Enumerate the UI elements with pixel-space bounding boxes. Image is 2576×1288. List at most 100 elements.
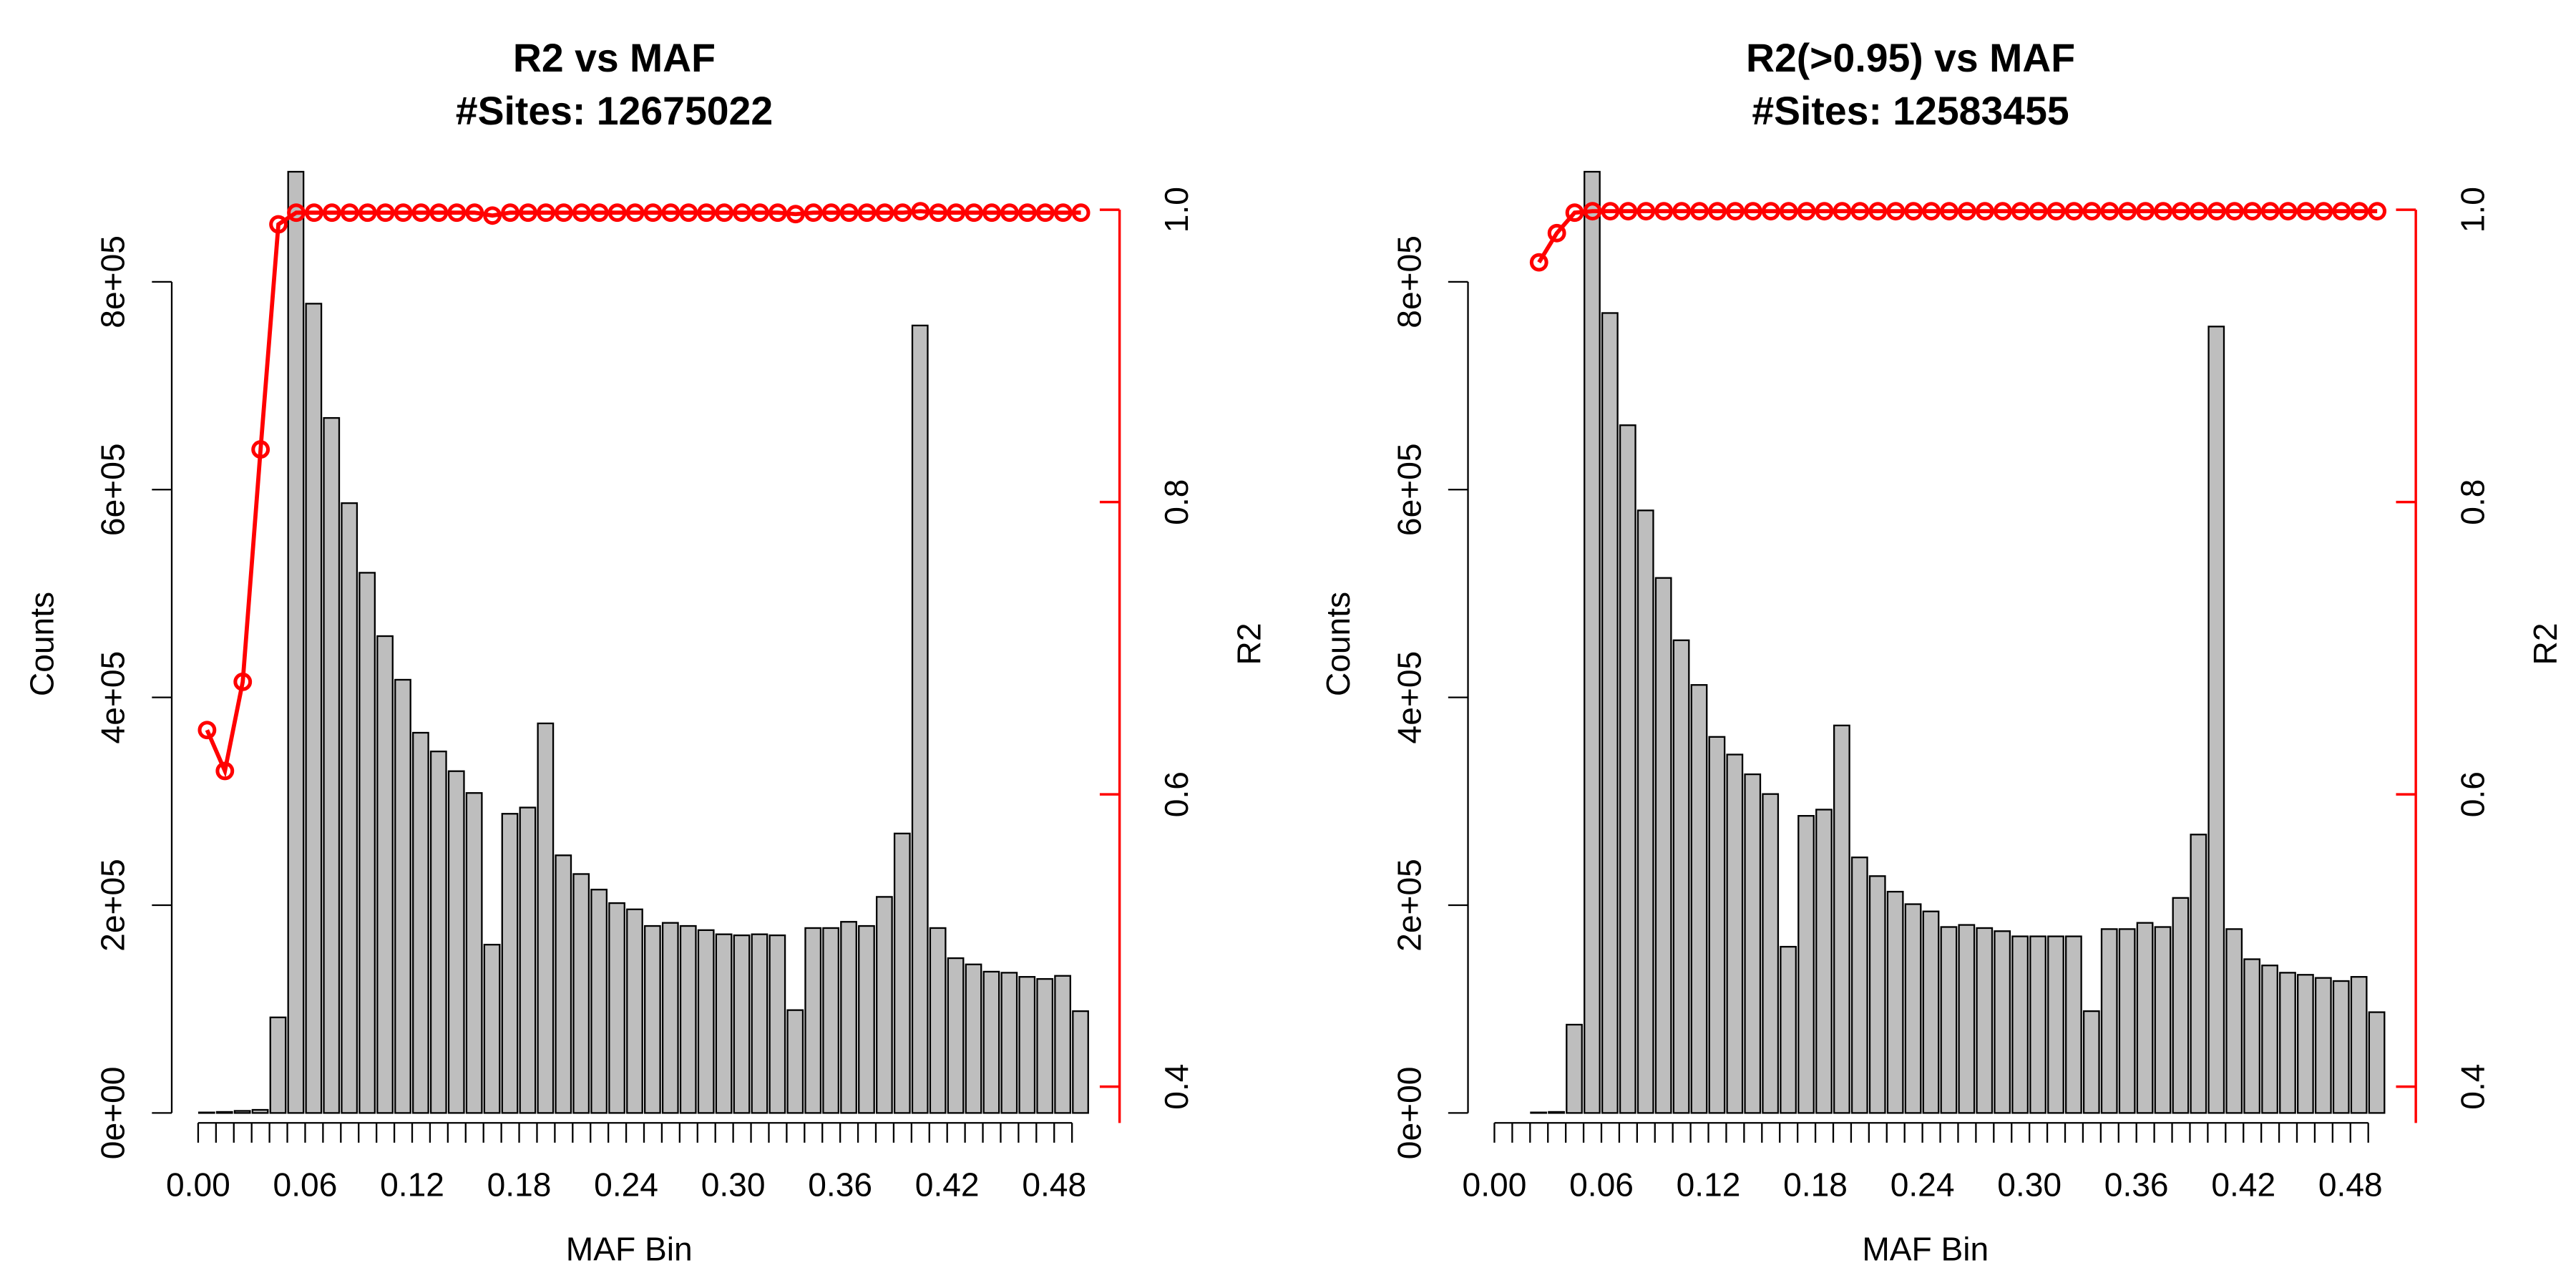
bar	[251, 1108, 269, 1114]
point	[661, 203, 680, 223]
bar	[1619, 424, 1636, 1114]
y2-tick-label: 0.4	[1158, 1064, 1195, 1110]
bar	[876, 896, 893, 1114]
point	[875, 203, 894, 223]
x-tick-label: 0.48	[1022, 1166, 1086, 1203]
bar	[2350, 976, 2368, 1114]
point	[2118, 202, 2137, 221]
bar	[429, 750, 447, 1114]
point	[2136, 202, 2155, 221]
bar	[929, 927, 947, 1114]
y-tick-label: 4e+05	[94, 651, 132, 744]
x-tick-label: 0.00	[166, 1166, 230, 1203]
x-tick-label: 0.18	[1783, 1166, 1848, 1203]
y2-tick-label: 0.6	[2454, 771, 2491, 817]
point	[1018, 203, 1037, 223]
y-tick-label: 0e+00	[94, 1067, 132, 1160]
point	[804, 203, 823, 223]
bar	[786, 1009, 804, 1114]
bar	[2154, 926, 2172, 1114]
y-axis-label: Counts	[23, 592, 60, 696]
y-axis-label: Counts	[1319, 592, 1357, 696]
bar	[1815, 809, 1833, 1114]
point	[2207, 202, 2226, 221]
bar	[2225, 928, 2243, 1114]
point	[376, 203, 395, 223]
bar	[215, 1111, 233, 1114]
bar	[590, 889, 608, 1114]
point	[1601, 202, 1620, 221]
point	[197, 721, 217, 740]
bar	[1018, 976, 1036, 1114]
point	[1868, 202, 1888, 221]
point	[1035, 203, 1055, 223]
bar	[822, 927, 840, 1114]
point	[715, 203, 734, 223]
chart-title: R2(>0.95) vs MAF	[1746, 36, 2075, 80]
bar	[947, 957, 965, 1114]
bar	[2029, 935, 2046, 1114]
bar	[1958, 924, 1976, 1114]
point	[1833, 202, 1852, 221]
point	[1636, 202, 1656, 221]
point	[1619, 202, 1638, 221]
point	[1761, 202, 1780, 221]
point	[572, 203, 591, 223]
x-tick-label: 0.36	[808, 1166, 872, 1203]
bar	[2314, 977, 2332, 1114]
bar	[269, 1016, 287, 1114]
bar	[2136, 922, 2154, 1114]
bar	[1584, 170, 1601, 1114]
bar	[2243, 958, 2260, 1114]
y2-tick-label: 1.0	[1158, 187, 1195, 233]
point	[2154, 202, 2172, 221]
bar	[2190, 834, 2207, 1114]
point	[839, 203, 859, 223]
point	[394, 203, 413, 223]
point	[1904, 202, 1923, 221]
point	[2100, 202, 2119, 221]
point	[340, 203, 359, 223]
y-tick-label: 4e+05	[1390, 651, 1428, 744]
bar	[893, 832, 911, 1114]
bar	[679, 924, 697, 1114]
bar	[2368, 1011, 2386, 1114]
bar	[1797, 814, 1815, 1114]
bar	[733, 934, 751, 1114]
bar	[2279, 972, 2296, 1114]
point	[1886, 202, 1906, 221]
chart-title: R2 vs MAF	[513, 36, 716, 80]
point	[1726, 202, 1745, 221]
point	[2011, 202, 2030, 221]
point	[2260, 202, 2280, 221]
y2-tick-label: 0.8	[1158, 479, 1195, 525]
point	[1000, 203, 1019, 223]
point	[625, 203, 645, 223]
point	[769, 203, 787, 223]
y2-axis-label: R2	[1230, 623, 1267, 665]
bar	[2082, 1010, 2100, 1114]
x-tick-label: 0.42	[2211, 1166, 2275, 1203]
point	[2296, 202, 2316, 221]
bar	[911, 324, 929, 1114]
bar	[2261, 965, 2278, 1114]
point	[1708, 202, 1727, 221]
bar	[572, 873, 590, 1114]
point	[519, 203, 537, 223]
bar	[1976, 927, 1994, 1114]
point	[233, 672, 253, 691]
bar	[1762, 793, 1780, 1114]
bar	[2297, 974, 2314, 1114]
point	[1672, 202, 1692, 221]
bar	[1868, 875, 1886, 1114]
bar	[769, 934, 786, 1114]
bar	[2011, 935, 2029, 1114]
x-tick-label: 0.18	[487, 1166, 552, 1203]
bar	[1690, 684, 1708, 1114]
bar	[751, 933, 769, 1114]
point	[501, 203, 519, 223]
chart-subtitle: #Sites: 12675022	[456, 89, 773, 133]
y-tick-label: 6e+05	[94, 443, 132, 536]
